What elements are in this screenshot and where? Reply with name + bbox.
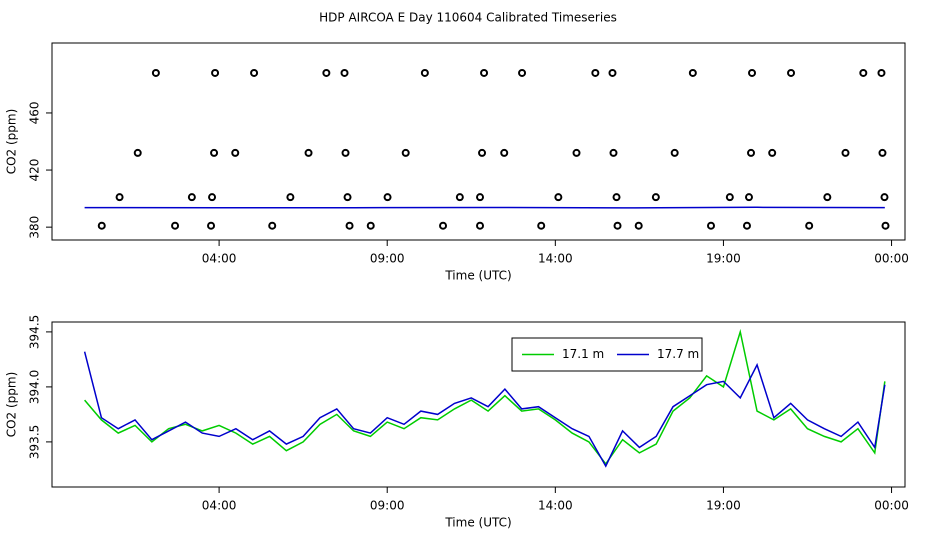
data-point	[768, 148, 777, 157]
data-point	[634, 221, 643, 230]
data-point	[706, 221, 715, 230]
data-point	[343, 193, 352, 202]
y-tick-label: 393.5	[28, 425, 42, 459]
data-point	[500, 148, 509, 157]
data-point	[670, 148, 679, 157]
series-line	[83, 351, 886, 468]
x-tick-label: 04:00	[202, 252, 237, 266]
data-point	[401, 148, 410, 157]
y-axis-label: CO2 (ppm)	[5, 109, 19, 175]
x-tick-label: 14:00	[538, 499, 573, 513]
data-point	[480, 68, 489, 77]
data-point	[455, 193, 464, 202]
data-point	[340, 68, 349, 77]
x-tick-label: 00:00	[874, 499, 909, 513]
data-point	[133, 148, 142, 157]
data-point	[383, 193, 392, 202]
data-point	[518, 68, 527, 77]
data-point	[613, 221, 622, 230]
data-point	[591, 68, 600, 77]
x-tick-label: 09:00	[370, 252, 405, 266]
x-axis-label: Time (UTC)	[444, 516, 511, 530]
data-point	[322, 68, 331, 77]
data-point	[823, 193, 832, 202]
y-tick-label: 394.5	[28, 315, 42, 349]
data-point	[725, 193, 734, 202]
data-point	[231, 148, 240, 157]
plot-frame	[51, 42, 906, 241]
data-point	[805, 221, 814, 230]
x-axis-label: Time (UTC)	[444, 269, 511, 283]
data-point	[211, 68, 220, 77]
data-point	[476, 193, 485, 202]
page-title: HDP AIRCOA E Day 110604 Calibrated Times…	[319, 11, 617, 25]
data-point	[609, 148, 618, 157]
y-tick-label: 460	[28, 101, 42, 124]
data-point	[304, 148, 313, 157]
data-point	[841, 148, 850, 157]
data-point	[187, 193, 196, 202]
data-point	[97, 221, 106, 230]
data-point	[651, 193, 660, 202]
data-point	[554, 193, 563, 202]
data-point	[787, 68, 796, 77]
x-tick-label: 19:00	[706, 252, 741, 266]
data-point	[420, 68, 429, 77]
data-point	[345, 221, 354, 230]
x-tick-label: 14:00	[538, 252, 573, 266]
plot-frame	[51, 321, 906, 488]
x-tick-label: 00:00	[874, 252, 909, 266]
data-point	[880, 193, 889, 202]
data-point	[210, 148, 219, 157]
series-line	[84, 328, 886, 466]
data-point	[171, 221, 180, 230]
data-point	[478, 148, 487, 157]
data-point	[688, 68, 697, 77]
data-point	[439, 221, 448, 230]
y-axis-label: CO2 (ppm)	[5, 372, 19, 438]
legend: 17.1 m 17.7 m	[511, 337, 703, 372]
data-point	[366, 221, 375, 230]
data-point	[151, 68, 160, 77]
y-tick-label: 420	[28, 159, 42, 182]
data-point	[572, 148, 581, 157]
data-point	[877, 68, 886, 77]
data-point	[207, 221, 216, 230]
data-point	[748, 68, 757, 77]
data-point	[268, 221, 277, 230]
data-point	[859, 68, 868, 77]
legend-label: 17.7 m	[657, 347, 699, 361]
data-point	[115, 193, 124, 202]
data-point	[537, 221, 546, 230]
data-point	[476, 221, 485, 230]
data-point	[208, 193, 217, 202]
x-tick-label: 09:00	[370, 499, 405, 513]
data-point	[878, 148, 887, 157]
y-tick-label: 394.0	[28, 370, 42, 404]
data-point	[341, 148, 350, 157]
data-point	[747, 148, 756, 157]
y-tick-label: 380	[28, 216, 42, 239]
legend-label: 17.1 m	[562, 347, 604, 361]
data-point	[881, 221, 890, 230]
data-point	[250, 68, 259, 77]
x-tick-label: 04:00	[202, 499, 237, 513]
data-point	[742, 221, 751, 230]
data-point	[744, 193, 753, 202]
x-tick-label: 19:00	[706, 499, 741, 513]
data-point	[286, 193, 295, 202]
data-point	[608, 68, 617, 77]
series-line	[84, 206, 885, 209]
data-point	[612, 193, 621, 202]
